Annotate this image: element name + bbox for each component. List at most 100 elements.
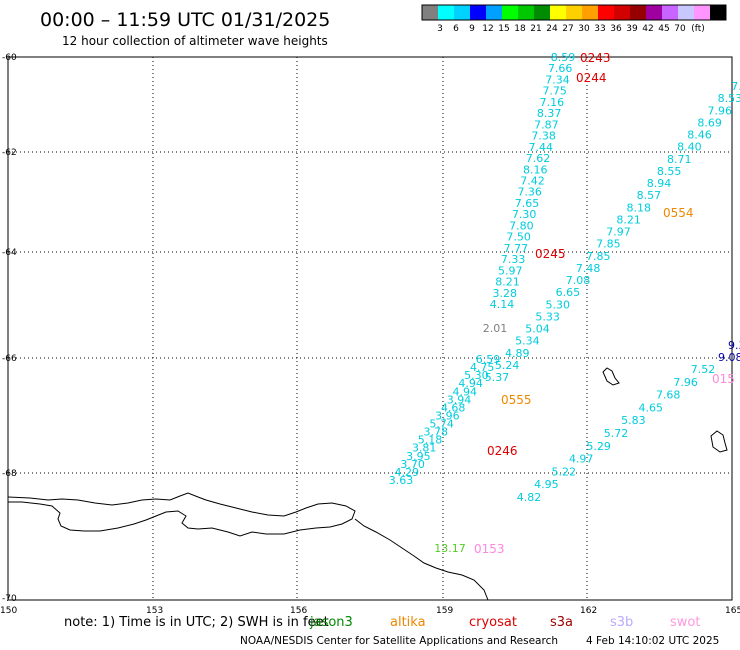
wave-height-value: 3.28 <box>493 287 518 300</box>
scale-swatch <box>470 5 486 20</box>
scale-label: 3 <box>437 24 443 34</box>
wave-height-value: 7.65 <box>515 197 540 210</box>
scale-label: 45 <box>658 24 669 34</box>
wave-height-value: 8.53 <box>718 92 740 105</box>
wave-height-value: 6.65 <box>556 286 581 299</box>
wave-height-value: 5.72 <box>604 427 629 440</box>
wave-height-value: 7.08 <box>566 274 591 287</box>
wave-height-value: 5.24 <box>495 359 520 372</box>
scale-label: 15 <box>498 24 509 34</box>
wave-height-value: 8.55 <box>657 165 682 178</box>
wave-height-value: 7.97 <box>606 226 631 239</box>
wave-height-value: 5.34 <box>515 335 540 348</box>
wave-height-value: 8.94 <box>647 177 672 190</box>
graticule <box>8 57 732 600</box>
wave-height-value: 4.29 <box>395 466 420 479</box>
scale-swatch <box>486 5 502 20</box>
wave-height-value: 7.38 <box>531 130 556 143</box>
wave-height-value: 7.96 <box>708 104 733 117</box>
scale-swatch <box>710 5 726 20</box>
scale-swatch <box>598 5 614 20</box>
scale-swatch <box>694 5 710 20</box>
wave-height-value: 7.50 <box>506 231 531 244</box>
pass-time-label: 0246 <box>487 444 518 458</box>
wave-height-value: 8.37 <box>537 107 562 120</box>
wave-height-value: 7.62 <box>526 152 551 165</box>
wave-height-value: 7.36 <box>517 186 542 199</box>
lon-label: 156 <box>290 606 307 616</box>
wave-height-value: 7.4 <box>731 80 740 93</box>
wave-height-value: 7.75 <box>542 85 567 98</box>
footer-timestamp: 4 Feb 14:10:02 UTC 2025 <box>586 635 719 647</box>
wave-height-value: 5.83 <box>621 414 646 427</box>
wave-height-tracks: 8.597.667.347.757.168.377.877.387.447.62… <box>389 51 740 555</box>
wave-height-value: 9.33 <box>728 339 740 352</box>
scale-label: 36 <box>610 24 622 34</box>
wave-height-value: 8.18 <box>627 201 652 214</box>
satellite-legend-item: jason3 <box>309 615 353 630</box>
wave-height-value: 9.08 <box>718 351 740 364</box>
wave-height-value: 5.33 <box>535 310 560 323</box>
satellite-legend-item: swot <box>670 615 700 630</box>
footer-note: note: 1) Time is in UTC; 2) SWH is in fe… <box>64 615 329 630</box>
scale-swatch <box>582 5 598 20</box>
island-outline <box>602 367 620 386</box>
wave-height-value: 7.77 <box>504 242 529 255</box>
scale-swatch <box>534 5 550 20</box>
pass-time-label: 015 <box>712 372 735 386</box>
scale-label: 33 <box>594 24 605 34</box>
wave-height-value: 7.96 <box>673 376 698 389</box>
satellite-legend-item: s3b <box>610 615 633 630</box>
footer-credit: NOAA/NESDIS Center for Satellite Applica… <box>240 635 558 647</box>
scale-swatch <box>454 5 470 20</box>
scale-label: 39 <box>626 24 638 34</box>
scale-label: 30 <box>578 24 590 34</box>
wave-height-value: 4.95 <box>534 478 559 491</box>
scale-label: 70 <box>674 24 686 34</box>
wave-height-value: 7.44 <box>529 141 554 154</box>
scale-label: 18 <box>514 24 526 34</box>
lat-label: -66 <box>2 354 17 364</box>
pass-time-label: 0243 <box>580 51 611 65</box>
wave-height-value: 5.04 <box>525 323 550 336</box>
wave-height-value: 3.96 <box>435 410 460 423</box>
scale-label: 12 <box>482 24 493 34</box>
wave-height-value: 7.34 <box>545 74 570 87</box>
scale-swatch <box>566 5 582 20</box>
wave-height-value: 7.52 <box>691 363 716 376</box>
wave-height-value: 7.68 <box>656 389 681 402</box>
island-outline <box>710 430 728 453</box>
lon-label: 150 <box>0 606 17 616</box>
wave-height-value: 5.30 <box>464 369 489 382</box>
scale-label: 42 <box>642 24 653 34</box>
lat-label: -60 <box>2 53 17 63</box>
map-title: 00:00 – 11:59 UTC 01/31/2025 <box>40 9 330 31</box>
scale-label: (ft) <box>691 24 705 34</box>
lon-label: 159 <box>436 606 453 616</box>
wave-height-value: 8.57 <box>637 189 662 202</box>
wave-height-value: 2.01 <box>483 322 508 335</box>
scale-label: 21 <box>530 24 541 34</box>
scale-swatch <box>614 5 630 20</box>
wave-height-value: 5.97 <box>498 264 523 277</box>
scale-label: 24 <box>546 24 558 34</box>
wave-height-value: 5.18 <box>418 434 443 447</box>
scale-swatch <box>646 5 662 20</box>
pass-time-label: 0245 <box>535 247 566 261</box>
wave-height-value: 5.29 <box>586 440 611 453</box>
wave-height-value: 5.37 <box>485 371 510 384</box>
wave-height-value: 4.94 <box>453 385 478 398</box>
scale-label: 27 <box>562 24 573 34</box>
wave-height-value: 7.85 <box>596 238 621 251</box>
wave-height-value: 3.78 <box>424 426 449 439</box>
wave-height-value: 4.82 <box>517 491 542 504</box>
scale-label: 6 <box>453 24 459 34</box>
map-frame <box>7 56 733 601</box>
scale-swatch <box>518 5 534 20</box>
wave-height-value: 13.17 <box>434 542 466 555</box>
scale-swatch <box>662 5 678 20</box>
scale-border <box>421 4 727 21</box>
wave-height-value: 7.85 <box>586 250 611 263</box>
wave-height-value: 4.65 <box>639 401 664 414</box>
